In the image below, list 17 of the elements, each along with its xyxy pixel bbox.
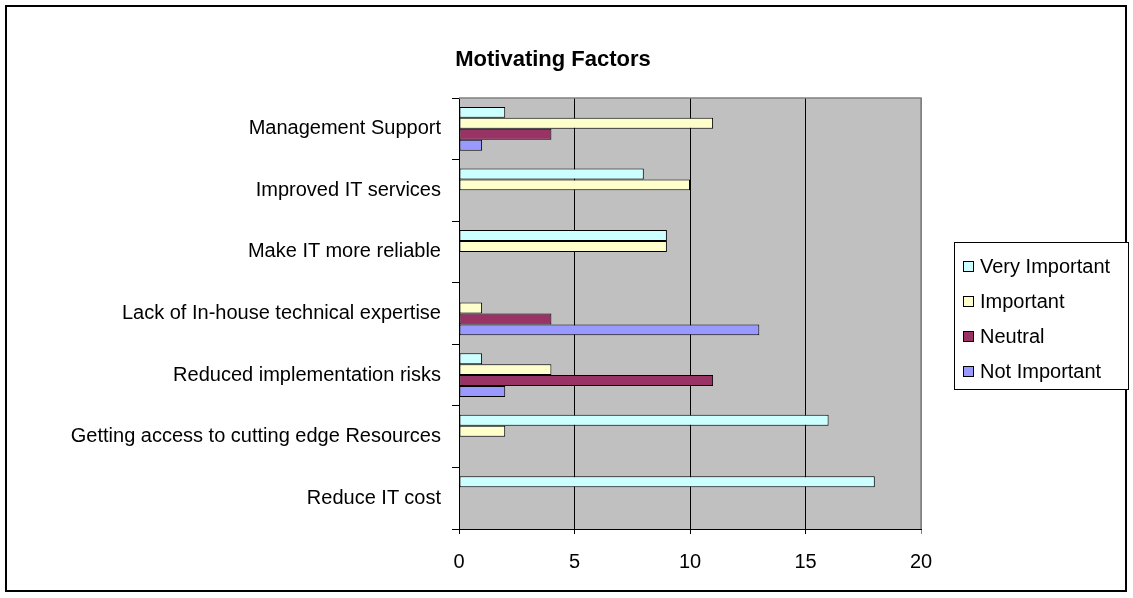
x-tick-label: 20 <box>909 549 933 572</box>
y-tick-label: Improved IT services <box>255 177 441 200</box>
legend-label: Important <box>980 290 1065 313</box>
legend-label: Not Important <box>980 360 1102 383</box>
x-tick-label: 5 <box>568 549 581 572</box>
x-tick-label: 10 <box>678 549 702 572</box>
y-tick-label: Lack of In-house technical expertise <box>121 301 441 324</box>
y-tick-label: Getting access to cutting edge Resources <box>70 424 441 447</box>
y-tick-label: Reduce IT cost <box>306 485 442 508</box>
y-tick-label: Make IT more reliable <box>247 239 441 262</box>
y-tick-label: Reduced implementation risks <box>173 362 441 385</box>
x-tick-label: 0 <box>453 549 465 572</box>
legend-label: Neutral <box>980 325 1045 348</box>
legend-label: Very Important <box>980 255 1111 278</box>
x-tick-label: 15 <box>794 549 817 572</box>
chart-title: Motivating Factors <box>454 46 652 72</box>
y-tick-label: Management Support <box>248 116 442 139</box>
